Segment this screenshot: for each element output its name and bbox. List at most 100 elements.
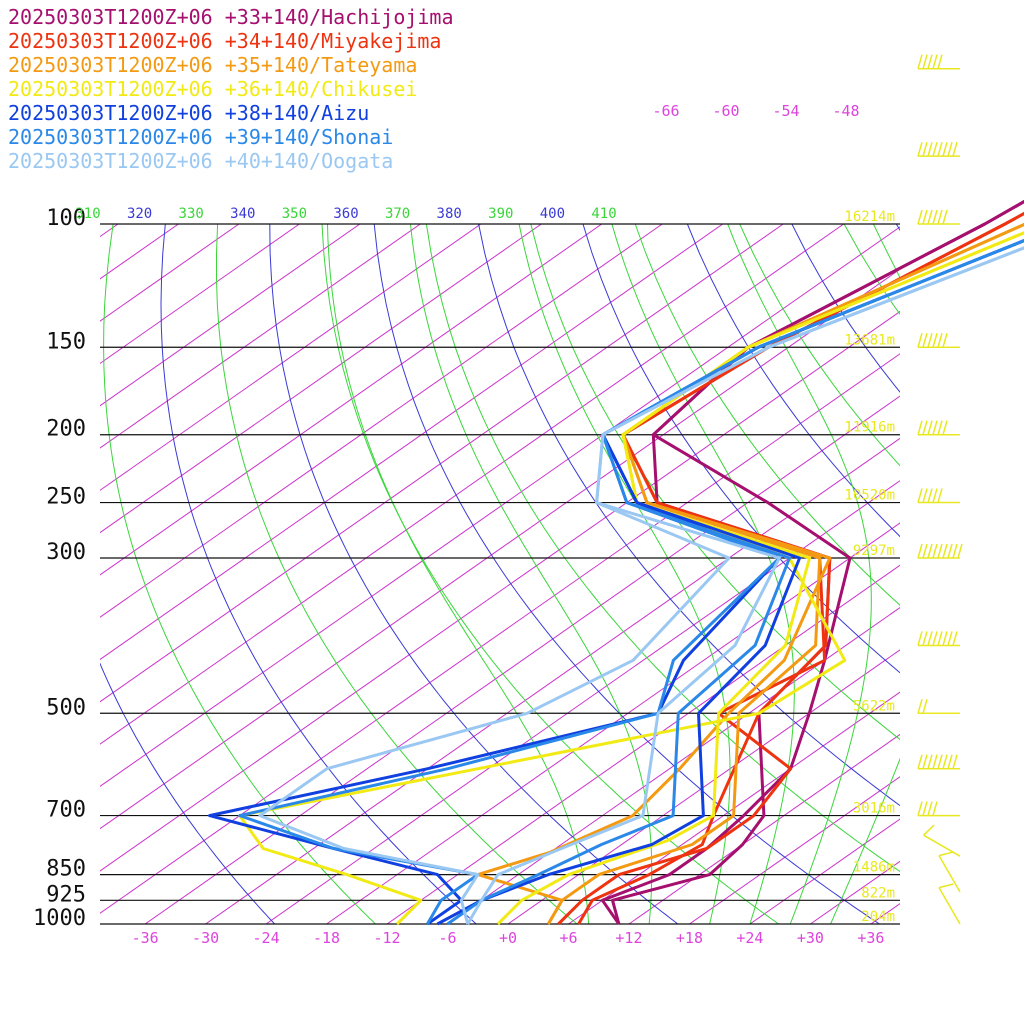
legend-entry: 20250303T1200Z+06 +35+140/Tateyama: [8, 53, 417, 77]
legend-entry: 20250303T1200Z+06 +39+140/Shonai: [8, 125, 393, 149]
isotherm-line: [689, 776, 900, 924]
moist-adiabat-line: [327, 224, 590, 924]
moist-adiabat-line: [830, 224, 900, 924]
temperature-tick-label: +30: [797, 929, 824, 947]
temperature-tick-label: +12: [615, 929, 642, 947]
temperature-tick-label: +6: [559, 929, 577, 947]
pressure-label: 250: [46, 485, 86, 510]
upper-temperature-label: -54: [772, 102, 799, 120]
pressure-label: 300: [46, 540, 86, 565]
wind-barb: [917, 209, 960, 225]
pressure-label: 100: [46, 206, 86, 231]
temperature-tick-label: +36: [857, 929, 884, 947]
theta-label: 380: [437, 206, 462, 222]
theta-label: 330: [179, 206, 204, 222]
oogata-temp-line: [466, 246, 1024, 925]
theta-label: 340: [230, 206, 255, 222]
legend-entry: 20250303T1200Z+06 +38+140/Aizu: [8, 101, 369, 125]
theta-label: 310: [75, 206, 100, 222]
wind-barb: [917, 141, 960, 157]
series-miyakejima: [557, 211, 1024, 926]
height-label: 5622m: [853, 698, 895, 714]
legend-entry: 20250303T1200Z+06 +36+140/Chikusei: [8, 77, 417, 101]
temperature-tick-label: -24: [253, 929, 280, 947]
wind-barb: [917, 488, 960, 504]
wind-barb: [917, 333, 960, 349]
theta-label: 390: [488, 206, 513, 222]
isotherm-line: [447, 606, 900, 924]
tateyama-temp-line: [547, 222, 1024, 925]
height-label: 16214m: [844, 209, 895, 225]
isotherm-line: [100, 310, 900, 872]
upper-temperature-label: -48: [832, 102, 859, 120]
height-label: 10520m: [844, 488, 895, 504]
height-label: 1486m: [853, 860, 895, 876]
isotherm-line: [628, 733, 900, 924]
temperature-tick-label: -36: [132, 929, 159, 947]
wind-barb: [917, 754, 960, 770]
isotherm-line: [100, 224, 663, 618]
isotherm-line: [326, 522, 900, 924]
height-label: 13681m: [844, 332, 895, 348]
pressure-label: 150: [46, 329, 86, 354]
dry-adiabat-line: [530, 224, 900, 741]
isotherm-line: [931, 224, 1024, 924]
aizu-temp-line: [436, 239, 1024, 926]
legend-entry: 20250303T1200Z+06 +34+140/Miyakejima: [8, 29, 441, 53]
pressure-label: 850: [46, 857, 86, 882]
isotherm-line: [100, 224, 300, 365]
moist-adiabat-line: [410, 224, 653, 924]
wind-barb: [938, 851, 961, 893]
wind-barb: [938, 883, 961, 925]
isotherm-line: [205, 437, 900, 924]
theta-label: 410: [591, 206, 616, 222]
isotherm-line: [100, 224, 240, 322]
pressure-label: 200: [46, 417, 86, 442]
height-label: 822m: [861, 885, 895, 901]
isotherm-line: [810, 860, 900, 924]
theta-label: 400: [540, 206, 565, 222]
isotherm-line: [100, 268, 900, 830]
pressure-label: 1000: [33, 906, 86, 931]
wind-barb: [917, 54, 960, 70]
pressure-label: 500: [46, 695, 86, 720]
legend-entry: 20250303T1200Z+06 +40+140/Oogata: [8, 149, 393, 173]
isotherm-line: [100, 224, 603, 576]
legend: 20250303T1200Z+06 +33+140/Hachijojima202…: [8, 5, 454, 173]
isotherm-line: [100, 226, 900, 787]
theta-label: 320: [127, 206, 152, 222]
isotherm-line: [100, 224, 179, 280]
height-label: 3016m: [853, 801, 895, 817]
height-label: 11916m: [844, 420, 895, 436]
height-label: 204m: [861, 909, 895, 925]
temperature-tick-label: +18: [676, 929, 703, 947]
wind-barb: [917, 801, 960, 817]
wind-barb: [923, 824, 961, 857]
dry-adiabat-line: [949, 224, 1024, 924]
isotherm-line: [100, 224, 845, 745]
wind-barb: [917, 631, 960, 647]
chikusei-temp-line: [496, 231, 1024, 926]
dry-adiabat-line: [425, 224, 900, 873]
height-label: 9297m: [853, 543, 895, 559]
chikusei-dewpoint-line: [238, 231, 1024, 926]
wind-barb: [917, 543, 963, 559]
wind-barb: [917, 699, 960, 715]
upper-temperature-label: -66: [652, 102, 679, 120]
temperature-tick-label: +0: [499, 929, 517, 947]
isotherm-line: [100, 224, 784, 703]
isotherm-line: [100, 224, 542, 534]
upper-temperature-label: -60: [712, 102, 739, 120]
temperature-tick-label: -18: [313, 929, 340, 947]
isotherm-line: [386, 564, 900, 924]
background-lines: [100, 224, 1024, 924]
miyakejima-dewpoint-line: [557, 211, 1024, 926]
pressure-label: 700: [46, 798, 86, 823]
theta-label: 360: [333, 206, 358, 222]
dry-adiabat-line: [895, 224, 900, 232]
isotherm-line: [870, 903, 900, 924]
isotherm-line: [100, 224, 482, 491]
isotherm-line: [992, 224, 1024, 924]
pressure-label: 925: [46, 882, 86, 907]
